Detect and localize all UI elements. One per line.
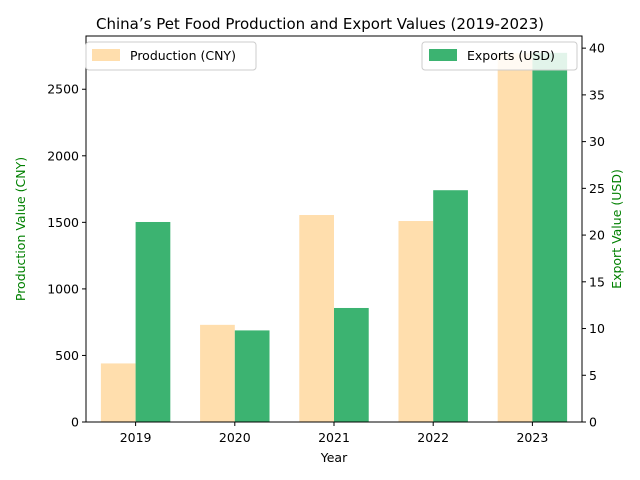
export-bar-2022: [433, 190, 468, 422]
right-y-tick-label: 20: [589, 228, 605, 243]
legend-production: Production (CNY): [85, 41, 257, 71]
right-y-tick-label: 35: [589, 87, 605, 102]
export-bar-2020: [234, 330, 270, 422]
legend-exports-label: Exports (USD): [467, 48, 555, 63]
right-y-axis-label: Export Value (USD): [609, 169, 624, 289]
x-tick-label: 2023: [516, 430, 548, 445]
right-y-tick-label: 10: [589, 321, 605, 336]
right-y-axis-ticks: 0 5 10 15 20 25 30 35 40: [582, 41, 605, 430]
right-y-tick-label: 40: [589, 41, 605, 56]
right-y-tick-label: 30: [589, 134, 605, 149]
production-bar-2019: [100, 363, 136, 422]
export-bar-2023: [532, 52, 568, 423]
legend-production-swatch: [92, 49, 120, 61]
export-bar-2021: [334, 307, 369, 422]
left-y-tick-label: 500: [55, 348, 79, 363]
x-tick-label: 2022: [417, 430, 449, 445]
x-tick-label: 2020: [219, 430, 251, 445]
export-bar-2019: [135, 221, 171, 422]
production-bar-2021: [299, 215, 334, 422]
left-y-tick-label: 2500: [47, 82, 79, 97]
x-tick-label: 2021: [318, 430, 350, 445]
legend-exports-swatch: [429, 49, 457, 61]
production-bar-2022: [398, 221, 434, 422]
x-axis-label: Year: [320, 450, 348, 465]
production-bar-2020: [200, 324, 235, 422]
left-y-axis-ticks: 0 500 1000 1500 2000 2500: [47, 82, 86, 430]
left-y-axis-label: Production Value (CNY): [13, 157, 28, 301]
chart-title: China’s Pet Food Production and Export V…: [96, 15, 544, 33]
right-y-tick-label: 0: [589, 415, 597, 430]
plot-frame: [85, 35, 583, 423]
left-y-tick-label: 2000: [47, 148, 79, 163]
left-y-tick-label: 1000: [47, 281, 79, 296]
left-y-tick-label: 0: [71, 415, 79, 430]
legend-exports: Exports (USD): [421, 41, 578, 71]
export-bars: [135, 52, 568, 423]
right-y-tick-label: 5: [589, 368, 597, 383]
x-axis-ticks: 2019 2020 2021 2022 2023: [120, 422, 548, 445]
right-y-tick-label: 25: [589, 181, 605, 196]
left-y-tick-label: 1500: [47, 215, 79, 230]
right-y-tick-label: 15: [589, 274, 605, 289]
production-bars: [100, 53, 533, 423]
x-tick-label: 2019: [120, 430, 152, 445]
legend-production-label: Production (CNY): [130, 48, 236, 63]
production-bar-2023: [497, 53, 533, 423]
